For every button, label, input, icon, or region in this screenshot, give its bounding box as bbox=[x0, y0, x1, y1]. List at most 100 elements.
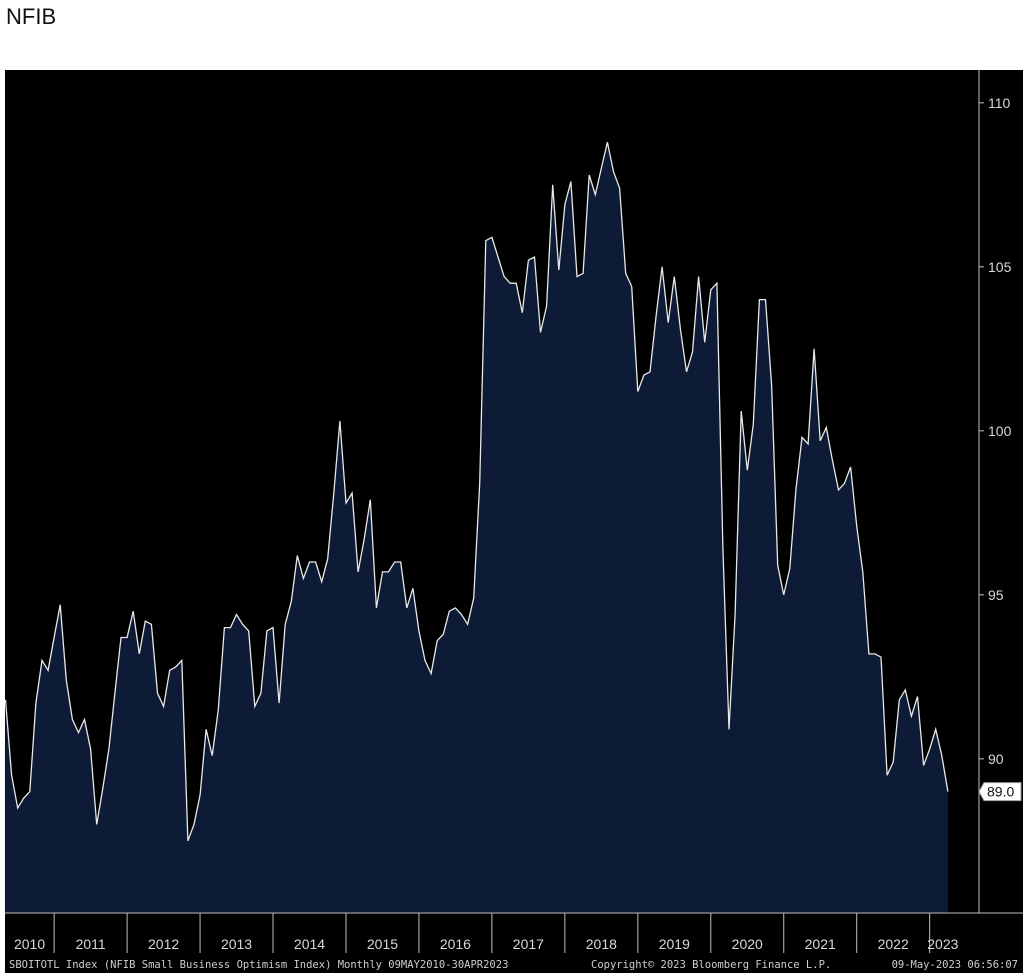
x-tick-label: 2018 bbox=[586, 936, 617, 952]
x-tick-label: 2020 bbox=[732, 936, 763, 952]
data-point-2013-12 bbox=[266, 630, 268, 632]
data-point-2022-10 bbox=[911, 715, 913, 717]
data-point-2022-12 bbox=[923, 765, 925, 767]
data-point-2022-08 bbox=[898, 699, 900, 701]
data-point-2015-11 bbox=[406, 607, 408, 609]
data-point-2014-06 bbox=[303, 578, 305, 580]
data-point-2015-01 bbox=[345, 502, 347, 504]
data-point-2017-04 bbox=[509, 282, 511, 284]
y-tick-label: 105 bbox=[988, 259, 1012, 275]
data-point-2017-09 bbox=[540, 332, 542, 334]
data-point-2019-05 bbox=[661, 266, 663, 268]
data-point-2016-06 bbox=[448, 610, 450, 612]
data-point-2021-12 bbox=[850, 466, 852, 468]
data-point-2017-11 bbox=[552, 184, 554, 186]
data-point-2023-01 bbox=[929, 748, 931, 750]
data-point-2011-06 bbox=[84, 719, 86, 721]
data-point-2021-02 bbox=[789, 568, 791, 570]
data-point-2019-02 bbox=[643, 374, 645, 376]
data-point-2016-12 bbox=[485, 240, 487, 242]
data-point-2016-10 bbox=[473, 597, 475, 599]
data-point-2018-10 bbox=[619, 187, 621, 189]
data-point-2023-04 bbox=[947, 791, 949, 793]
data-point-2017-12 bbox=[558, 269, 560, 271]
data-point-2011-03 bbox=[65, 679, 67, 681]
data-point-2022-07 bbox=[892, 761, 894, 763]
data-point-2016-01 bbox=[418, 630, 420, 632]
data-point-2018-12 bbox=[631, 286, 633, 288]
data-point-2017-06 bbox=[521, 312, 523, 314]
data-point-2014-12 bbox=[339, 420, 341, 422]
data-point-2012-01 bbox=[126, 637, 128, 639]
y-tick-label: 110 bbox=[988, 95, 1011, 111]
data-point-2020-08 bbox=[752, 423, 754, 425]
data-point-2021-09 bbox=[832, 459, 834, 461]
data-point-2015-03 bbox=[357, 571, 359, 573]
data-point-2021-08 bbox=[825, 427, 827, 429]
data-point-2019-06 bbox=[667, 322, 669, 324]
data-point-2017-01 bbox=[491, 236, 493, 238]
data-point-2020-06 bbox=[740, 410, 742, 412]
data-point-2011-07 bbox=[90, 748, 92, 750]
data-point-2017-05 bbox=[515, 282, 517, 284]
data-point-2010-06 bbox=[11, 774, 13, 776]
data-point-2011-04 bbox=[72, 719, 74, 721]
data-point-2015-10 bbox=[400, 561, 402, 563]
data-point-2017-08 bbox=[534, 256, 536, 258]
data-point-2022-11 bbox=[917, 696, 919, 698]
x-tick-label: 2023 bbox=[927, 936, 958, 952]
data-point-2014-04 bbox=[290, 601, 292, 603]
data-point-2023-02 bbox=[935, 728, 937, 730]
footer-timestamp: 09-May-2023 06:56:07 bbox=[892, 959, 1018, 971]
data-point-2020-05 bbox=[734, 614, 736, 616]
last-value-label-box bbox=[978, 782, 1022, 802]
data-point-2011-02 bbox=[59, 604, 61, 606]
data-point-2019-08 bbox=[680, 328, 682, 330]
data-point-2017-02 bbox=[497, 256, 499, 258]
data-point-2012-04 bbox=[144, 620, 146, 622]
data-point-2011-05 bbox=[78, 732, 80, 734]
data-point-2010-11 bbox=[41, 660, 43, 662]
data-point-2022-04 bbox=[874, 653, 876, 655]
data-point-2017-07 bbox=[528, 259, 530, 261]
x-tick-label: 2014 bbox=[294, 936, 325, 952]
data-point-2011-10 bbox=[108, 748, 110, 750]
data-point-2020-04 bbox=[728, 728, 730, 730]
data-point-2015-12 bbox=[412, 587, 414, 589]
last-value-label: 89.0 bbox=[978, 782, 1022, 802]
data-point-2021-01 bbox=[783, 594, 785, 596]
series-area-fill bbox=[5, 142, 948, 913]
data-point-2014-09 bbox=[321, 581, 323, 583]
data-point-2022-09 bbox=[904, 689, 906, 691]
x-tick-label: 2019 bbox=[659, 936, 690, 952]
data-point-2016-07 bbox=[455, 607, 457, 609]
data-point-2018-01 bbox=[564, 204, 566, 206]
data-point-2019-01 bbox=[637, 391, 639, 393]
y-tick-label: 90 bbox=[988, 751, 1004, 767]
data-point-2020-02 bbox=[716, 282, 718, 284]
footer-source: SBOITOTL Index (NFIB Small Business Opti… bbox=[9, 959, 508, 971]
data-point-2019-04 bbox=[655, 315, 657, 317]
data-point-2013-11 bbox=[260, 692, 262, 694]
data-point-2013-09 bbox=[248, 630, 250, 632]
data-point-2012-06 bbox=[157, 692, 159, 694]
data-point-2019-12 bbox=[704, 341, 706, 343]
data-point-2018-09 bbox=[613, 171, 615, 173]
data-point-2011-01 bbox=[53, 637, 55, 639]
data-point-2019-03 bbox=[649, 371, 651, 373]
data-point-2012-03 bbox=[138, 653, 140, 655]
chart-frame: 90 95 100 105 110 2010 2011 2012 2013 2014 2015 20… bbox=[5, 70, 1023, 973]
data-point-2014-08 bbox=[315, 561, 317, 563]
data-point-2014-07 bbox=[309, 561, 311, 563]
x-tick-label: 2011 bbox=[76, 936, 106, 952]
data-point-2010-07 bbox=[17, 807, 19, 809]
data-point-2019-09 bbox=[686, 371, 688, 373]
x-tick-label: 2012 bbox=[148, 936, 179, 952]
data-point-2015-09 bbox=[394, 561, 396, 563]
x-tick-label: 2013 bbox=[221, 936, 252, 952]
x-tick-label: 2017 bbox=[513, 936, 544, 952]
data-point-2016-11 bbox=[479, 482, 481, 484]
data-point-2018-02 bbox=[570, 181, 572, 183]
data-point-2012-05 bbox=[151, 623, 153, 625]
data-point-2021-07 bbox=[819, 440, 821, 442]
